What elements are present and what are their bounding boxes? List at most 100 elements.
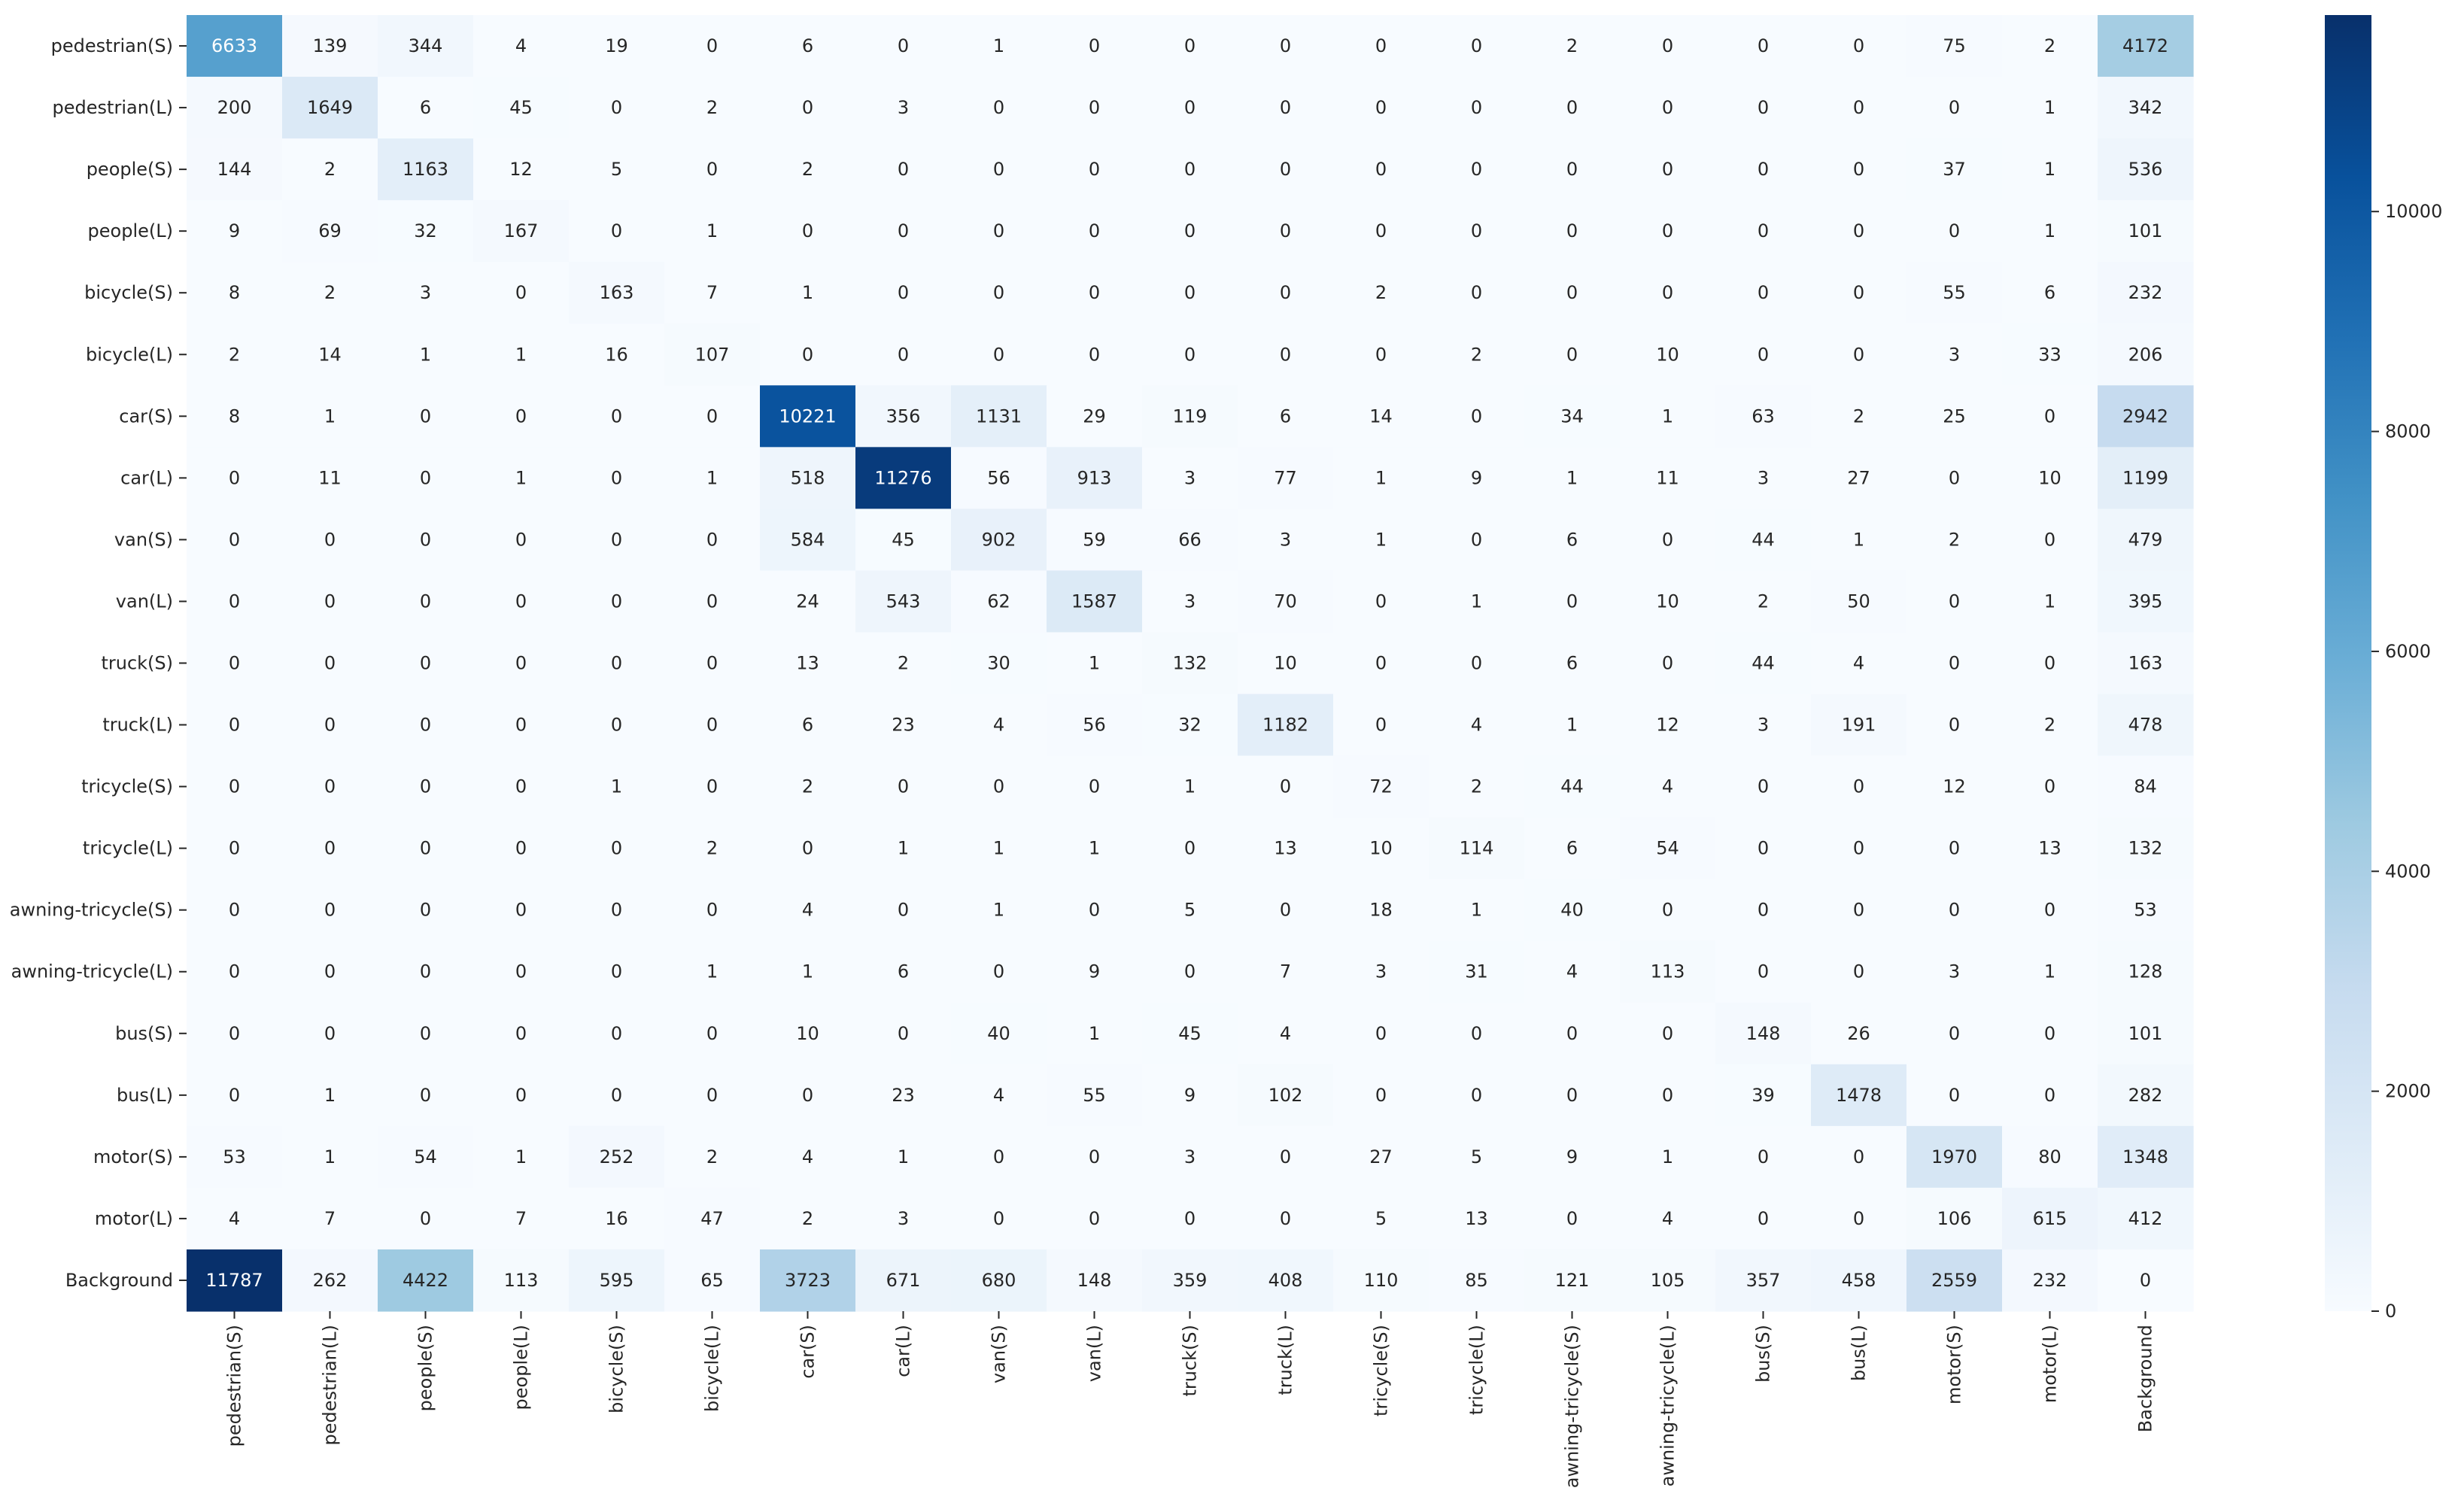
heatmap-cell <box>855 509 952 572</box>
row-tick-label: bus(L) <box>117 1085 173 1106</box>
heatmap-cell <box>2098 200 2194 263</box>
cell-value-label: 0 <box>1853 961 1864 982</box>
heatmap-cell <box>282 570 378 633</box>
cell-value-label: 0 <box>1758 35 1769 56</box>
cell-value-label: 0 <box>229 900 240 921</box>
heatmap-cell <box>1620 447 1716 509</box>
cell-value-label: 25 <box>1943 405 1966 427</box>
heatmap-cell <box>951 755 1047 818</box>
heatmap-cell <box>1333 755 1429 818</box>
heatmap-cell <box>1333 323 1429 386</box>
cell-value-label: 18 <box>1369 900 1393 921</box>
row-tick-label: car(S) <box>119 405 173 427</box>
heatmap-cell <box>2002 817 2098 880</box>
heatmap-cell <box>1715 1187 1812 1250</box>
cell-value-label: 262 <box>313 1270 348 1291</box>
heatmap-cell <box>760 323 856 386</box>
heatmap-cell <box>1429 15 1525 77</box>
cell-value-label: 105 <box>1651 1270 1685 1291</box>
heatmap-cell <box>1142 1064 1238 1127</box>
cell-value-label: 543 <box>886 591 921 612</box>
heatmap-cell <box>2098 694 2194 757</box>
heatmap-cell <box>473 1125 570 1189</box>
heatmap-cell <box>1142 509 1238 572</box>
heatmap-cell <box>569 15 665 77</box>
cell-value-label: 0 <box>1471 529 1482 550</box>
cell-value-label: 1 <box>2044 591 2055 612</box>
heatmap-cell <box>760 570 856 633</box>
cell-value-label: 0 <box>1758 159 1769 180</box>
cell-value-label: 1 <box>1662 1146 1673 1167</box>
heatmap-cell <box>1620 323 1716 386</box>
heatmap-cell <box>1715 694 1812 757</box>
heatmap-cell <box>1333 200 1429 263</box>
cell-value-label: 0 <box>993 159 1004 180</box>
cell-value-label: 6 <box>1566 529 1578 550</box>
cell-value-label: 6 <box>1566 653 1578 674</box>
cell-value-label: 4 <box>1662 776 1673 797</box>
heatmap-cell <box>282 1125 378 1189</box>
heatmap-cell <box>569 323 665 386</box>
heatmap-cell <box>378 1125 474 1189</box>
heatmap-cell <box>2098 138 2194 201</box>
colorbar-tick-label: 4000 <box>2385 861 2431 882</box>
cell-value-label: 0 <box>1471 220 1482 241</box>
heatmap-cell <box>1333 879 1429 942</box>
cell-value-label: 615 <box>2033 1208 2068 1229</box>
heatmap-cell <box>951 694 1047 757</box>
cell-value-label: 163 <box>600 282 634 303</box>
cell-value-label: 0 <box>515 1023 527 1044</box>
cell-value-label: 75 <box>1943 35 1966 56</box>
heatmap-cell <box>1906 632 2003 695</box>
heatmap-cell <box>473 1187 570 1250</box>
heatmap-cell <box>760 940 856 1003</box>
heatmap-cell <box>187 632 283 695</box>
colorbar: 0 2000 4000 6000 8000 10000 <box>2325 15 2442 1322</box>
heatmap-cell <box>1524 447 1621 509</box>
cell-value-label: 23 <box>892 715 915 736</box>
heatmap-cell <box>2002 262 2098 324</box>
cell-value-label: 0 <box>1375 344 1387 365</box>
heatmap-cell <box>1047 385 1143 448</box>
heatmap-cell <box>569 694 665 757</box>
cell-value-label: 0 <box>1089 900 1100 921</box>
heatmap-cell <box>282 1064 378 1127</box>
heatmap-cell <box>473 1002 570 1065</box>
cell-value-label: 1131 <box>976 405 1022 427</box>
heatmap-cell <box>1906 1002 2003 1065</box>
heatmap-cell <box>664 1125 761 1189</box>
heatmap-cell <box>569 138 665 201</box>
cell-value-label: 0 <box>324 653 336 674</box>
cell-value-label: 0 <box>1853 776 1864 797</box>
cell-value-label: 0 <box>898 282 909 303</box>
heatmap-cell <box>1715 817 1812 880</box>
cell-value-label: 0 <box>2044 653 2055 674</box>
heatmap-cell <box>378 879 474 942</box>
cell-value-label: 19 <box>605 35 628 56</box>
cell-value-label: 0 <box>2140 1270 2151 1291</box>
heatmap-cell <box>187 1249 283 1312</box>
column-tick-label: tricycle(L) <box>1466 1325 1487 1415</box>
cell-value-label: 1 <box>1471 900 1482 921</box>
cell-value-label: 0 <box>1853 220 1864 241</box>
cell-value-label: 65 <box>700 1270 724 1291</box>
cell-value-label: 0 <box>1280 97 1291 118</box>
cell-value-label: 1 <box>1375 467 1387 488</box>
cell-value-label: 8 <box>229 405 240 427</box>
heatmap-cell <box>855 632 952 695</box>
heatmap-cell <box>378 385 474 448</box>
heatmap-cell <box>951 200 1047 263</box>
cell-value-label: 0 <box>898 776 909 797</box>
cell-value-label: 0 <box>1662 97 1673 118</box>
heatmap-cell <box>2002 940 2098 1003</box>
cell-value-label: 1182 <box>1262 715 1308 736</box>
heatmap-cell <box>1906 1064 2003 1127</box>
cell-value-label: 1 <box>2044 961 2055 982</box>
cell-value-label: 2 <box>1471 776 1482 797</box>
heatmap-cell <box>2098 1187 2194 1250</box>
heatmap-cell <box>1715 323 1812 386</box>
row-tick-label: tricycle(S) <box>81 776 173 797</box>
cell-value-label: 1 <box>420 344 431 365</box>
cell-value-label: 13 <box>1465 1208 1488 1229</box>
cell-value-label: 0 <box>993 344 1004 365</box>
